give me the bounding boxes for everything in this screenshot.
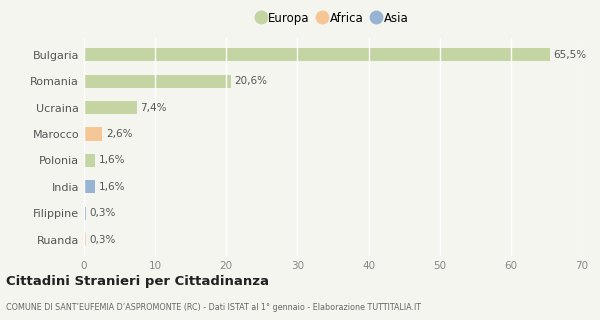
Legend: Europa, Africa, Asia: Europa, Africa, Asia	[255, 10, 411, 27]
Text: 1,6%: 1,6%	[99, 156, 125, 165]
Text: 20,6%: 20,6%	[234, 76, 267, 86]
Text: 0,3%: 0,3%	[89, 208, 116, 218]
Text: 0,3%: 0,3%	[89, 235, 116, 244]
Bar	[84, 127, 103, 140]
Text: Cittadini Stranieri per Cittadinanza: Cittadini Stranieri per Cittadinanza	[6, 275, 269, 288]
Bar	[84, 154, 95, 167]
Text: 65,5%: 65,5%	[554, 50, 587, 60]
Text: 7,4%: 7,4%	[140, 103, 167, 113]
Text: COMUNE DI SANT’EUFEMIA D’ASPROMONTE (RC) - Dati ISTAT al 1° gennaio - Elaborazio: COMUNE DI SANT’EUFEMIA D’ASPROMONTE (RC)…	[6, 303, 421, 312]
Bar	[84, 48, 550, 61]
Bar	[84, 233, 86, 246]
Text: 2,6%: 2,6%	[106, 129, 133, 139]
Bar	[84, 206, 86, 220]
Bar	[84, 180, 95, 193]
Bar	[84, 75, 230, 88]
Text: 1,6%: 1,6%	[99, 182, 125, 192]
Bar	[84, 101, 137, 114]
